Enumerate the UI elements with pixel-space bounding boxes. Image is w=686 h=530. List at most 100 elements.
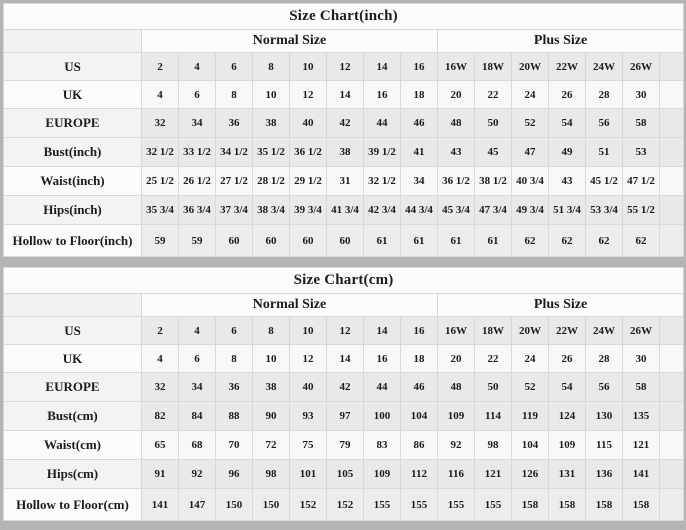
- cell: 22W: [548, 316, 586, 345]
- cell: 155: [437, 488, 475, 521]
- row-label-hollow-to-floor: Hollow to Floor(inch): [3, 224, 142, 257]
- cell: 55 1/2: [622, 195, 660, 225]
- cell: 10: [289, 52, 327, 81]
- cell: 44 3/4: [400, 195, 438, 225]
- cell: 93: [289, 401, 327, 431]
- cell: 10: [252, 344, 290, 373]
- cell: 48: [437, 108, 475, 138]
- cell: 60: [215, 224, 253, 257]
- cell: 43: [548, 166, 586, 196]
- cell: 61: [400, 224, 438, 257]
- cell: 33 1/2: [178, 137, 216, 167]
- cell: 24W: [585, 316, 623, 345]
- cell: 150: [215, 488, 253, 521]
- table-row: US 2 4 6 8 10 12 14 16 16W 18W 20W 22W 2…: [3, 52, 685, 81]
- cell: 62: [622, 224, 660, 257]
- cell: 22: [474, 344, 512, 373]
- cell: 62: [511, 224, 549, 257]
- cell: 97: [326, 401, 364, 431]
- cell: 56: [585, 372, 623, 402]
- cell: 6: [178, 344, 216, 373]
- table-separator: [0, 257, 686, 267]
- table-row: Hips(inch) 35 3/4 36 3/4 37 3/4 38 3/4 3…: [3, 195, 685, 225]
- cell: 34: [178, 108, 216, 138]
- cell: 115: [585, 430, 623, 460]
- cell: 75: [289, 430, 327, 460]
- cell: 28: [585, 344, 623, 373]
- cell: 119: [511, 401, 549, 431]
- cell: 44: [363, 108, 401, 138]
- cell: 24: [511, 80, 549, 109]
- row-label-waist: Waist(inch): [3, 166, 142, 196]
- cell: 16: [400, 316, 438, 345]
- cell: 38: [252, 372, 290, 402]
- cell: 58: [622, 108, 660, 138]
- cell: 62: [548, 224, 586, 257]
- cell: 20W: [511, 316, 549, 345]
- cell: 60: [326, 224, 364, 257]
- cell: 18: [400, 80, 438, 109]
- page-title: Size Chart(cm): [2, 267, 685, 294]
- cell: 16: [400, 52, 438, 81]
- cell: 18: [400, 344, 438, 373]
- cell: 51 3/4: [548, 195, 586, 225]
- row-label-uk: UK: [3, 80, 142, 109]
- cell: 25 1/2: [141, 166, 179, 196]
- cell: 79: [326, 430, 364, 460]
- cell: 158: [548, 488, 586, 521]
- cell: 47 1/2: [622, 166, 660, 196]
- cell: 126: [511, 459, 549, 489]
- group-header-row: Normal Size Plus Size: [3, 293, 685, 317]
- cell: 41: [400, 137, 438, 167]
- cell: 2: [141, 52, 179, 81]
- cell: 49: [548, 137, 586, 167]
- cell: 124: [548, 401, 586, 431]
- cell: [658, 52, 685, 81]
- table-row: US 2 4 6 8 10 12 14 16 16W 18W 20W 22W 2…: [3, 316, 685, 345]
- table-row: Hollow to Floor(cm) 141 147 150 150 152 …: [3, 488, 685, 521]
- cell: 158: [511, 488, 549, 521]
- row-label-us: US: [3, 316, 142, 345]
- cell: 49 3/4: [511, 195, 549, 225]
- cell: 38: [252, 108, 290, 138]
- cell: 45 3/4: [437, 195, 475, 225]
- cell: 26 1/2: [178, 166, 216, 196]
- cell: 121: [474, 459, 512, 489]
- cell: 24W: [585, 52, 623, 81]
- cell: 16W: [437, 316, 475, 345]
- cell: [658, 344, 685, 373]
- cell: 16W: [437, 52, 475, 81]
- group-header-plus-size: Plus Size: [436, 293, 685, 317]
- cell: [658, 166, 685, 196]
- cell: 70: [215, 430, 253, 460]
- cell: 43: [437, 137, 475, 167]
- cell: 131: [548, 459, 586, 489]
- cell: 65: [141, 430, 179, 460]
- cell: 116: [437, 459, 475, 489]
- cell: 53 3/4: [585, 195, 623, 225]
- row-label-hips: Hips(cm): [3, 459, 142, 489]
- cell: 4: [141, 344, 179, 373]
- cell: 24: [511, 344, 549, 373]
- cell: 61: [363, 224, 401, 257]
- cell: 96: [215, 459, 253, 489]
- cell: 30: [622, 80, 660, 109]
- cell: 12: [326, 52, 364, 81]
- cell: 60: [252, 224, 290, 257]
- cell: 8: [215, 344, 253, 373]
- cell: 39 3/4: [289, 195, 327, 225]
- cell: 31: [326, 166, 364, 196]
- table-row: Bust(inch) 32 1/2 33 1/2 34 1/2 35 1/2 3…: [3, 137, 685, 167]
- cell: 26: [548, 80, 586, 109]
- cell: 112: [400, 459, 438, 489]
- table-row: Waist(inch) 25 1/2 26 1/2 27 1/2 28 1/2 …: [3, 166, 685, 196]
- cell: 39 1/2: [363, 137, 401, 167]
- cell: 47: [511, 137, 549, 167]
- group-header-normal-size: Normal Size: [141, 29, 438, 53]
- cell: [658, 195, 685, 225]
- cell: 86: [400, 430, 438, 460]
- cell: 109: [363, 459, 401, 489]
- row-label-hips: Hips(inch): [3, 195, 142, 225]
- cell: 68: [178, 430, 216, 460]
